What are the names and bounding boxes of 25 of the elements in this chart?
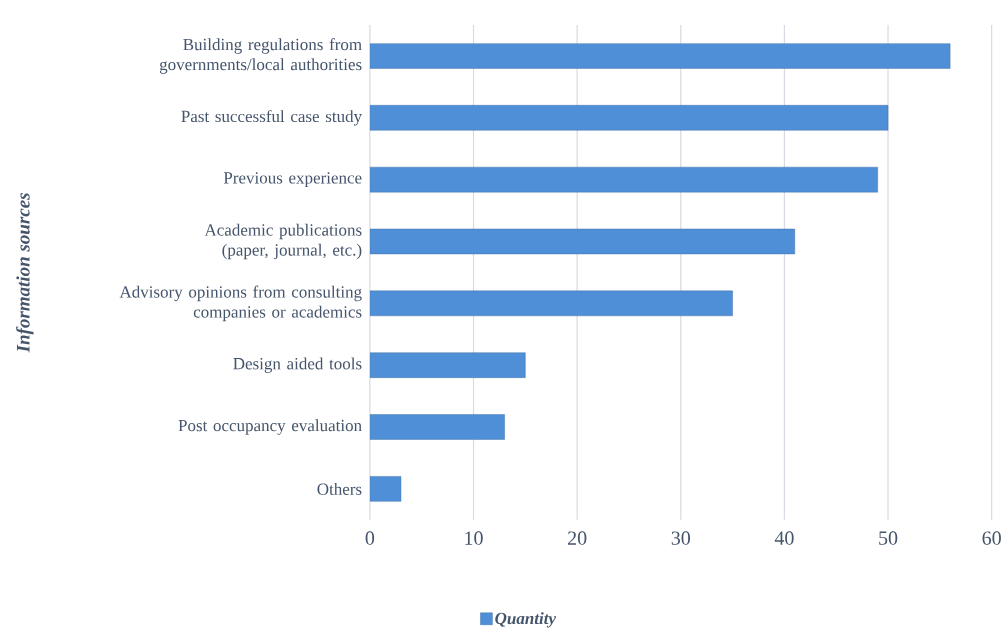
- y-tick-label: Others: [317, 483, 362, 495]
- y-tick-label: Advisory opinions from consulting companies or academics: [119, 285, 362, 322]
- x-tick-label: 30: [671, 531, 691, 545]
- y-tick-label: Previous experience: [223, 172, 362, 188]
- bar: [369, 414, 505, 440]
- bar: [369, 290, 733, 317]
- x-tick-label: 10: [465, 531, 483, 545]
- y-tick-label: Building regulations from governments/local authorities: [159, 38, 362, 74]
- bar: [369, 167, 878, 193]
- y-axis-title: Information sources: [16, 193, 34, 353]
- bar: [369, 43, 951, 69]
- y-tick-label: Academic publications (paper, journal, etc.): [204, 223, 362, 260]
- bar: [369, 105, 889, 131]
- y-tick-label: Past successful case study: [181, 110, 363, 126]
- legend-label: Quantity: [495, 612, 557, 628]
- x-tick-label: 20: [568, 531, 587, 545]
- y-tick-label: Post occupancy evaluation: [178, 419, 362, 435]
- x-tick-label: 40: [774, 531, 794, 545]
- bar: [369, 228, 795, 255]
- bar: [369, 352, 526, 378]
- x-tick-label: 50: [879, 531, 898, 545]
- x-tick-label: 0: [365, 531, 375, 545]
- x-tick-label: 60: [982, 531, 1001, 545]
- y-tick-label: Design aided tools: [233, 357, 362, 374]
- bar: [369, 476, 402, 502]
